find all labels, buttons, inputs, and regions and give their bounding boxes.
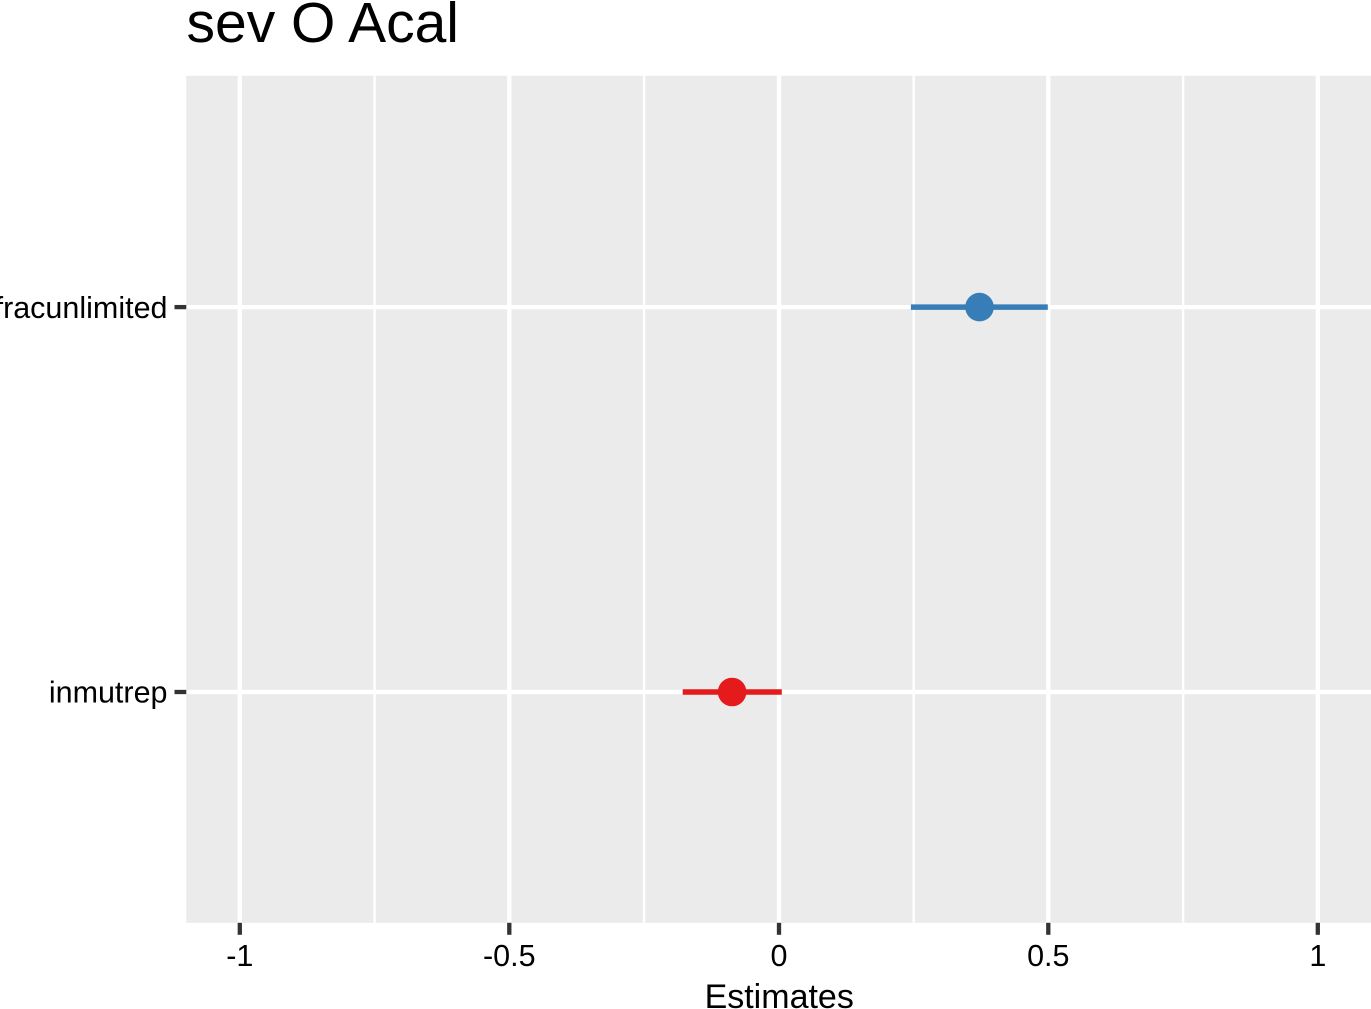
svg-text:inmutrep: inmutrep [49,676,168,710]
svg-text:Estimates: Estimates [705,978,854,1009]
svg-text:fracunlimited: fracunlimited [0,291,168,325]
svg-text:0.5: 0.5 [1027,939,1069,973]
svg-text:0: 0 [771,939,788,973]
svg-text:1: 1 [1309,939,1326,973]
svg-text:-0.5: -0.5 [483,939,536,973]
svg-text:-1: -1 [226,939,253,973]
svg-text:sev O Acal: sev O Acal [187,0,459,55]
